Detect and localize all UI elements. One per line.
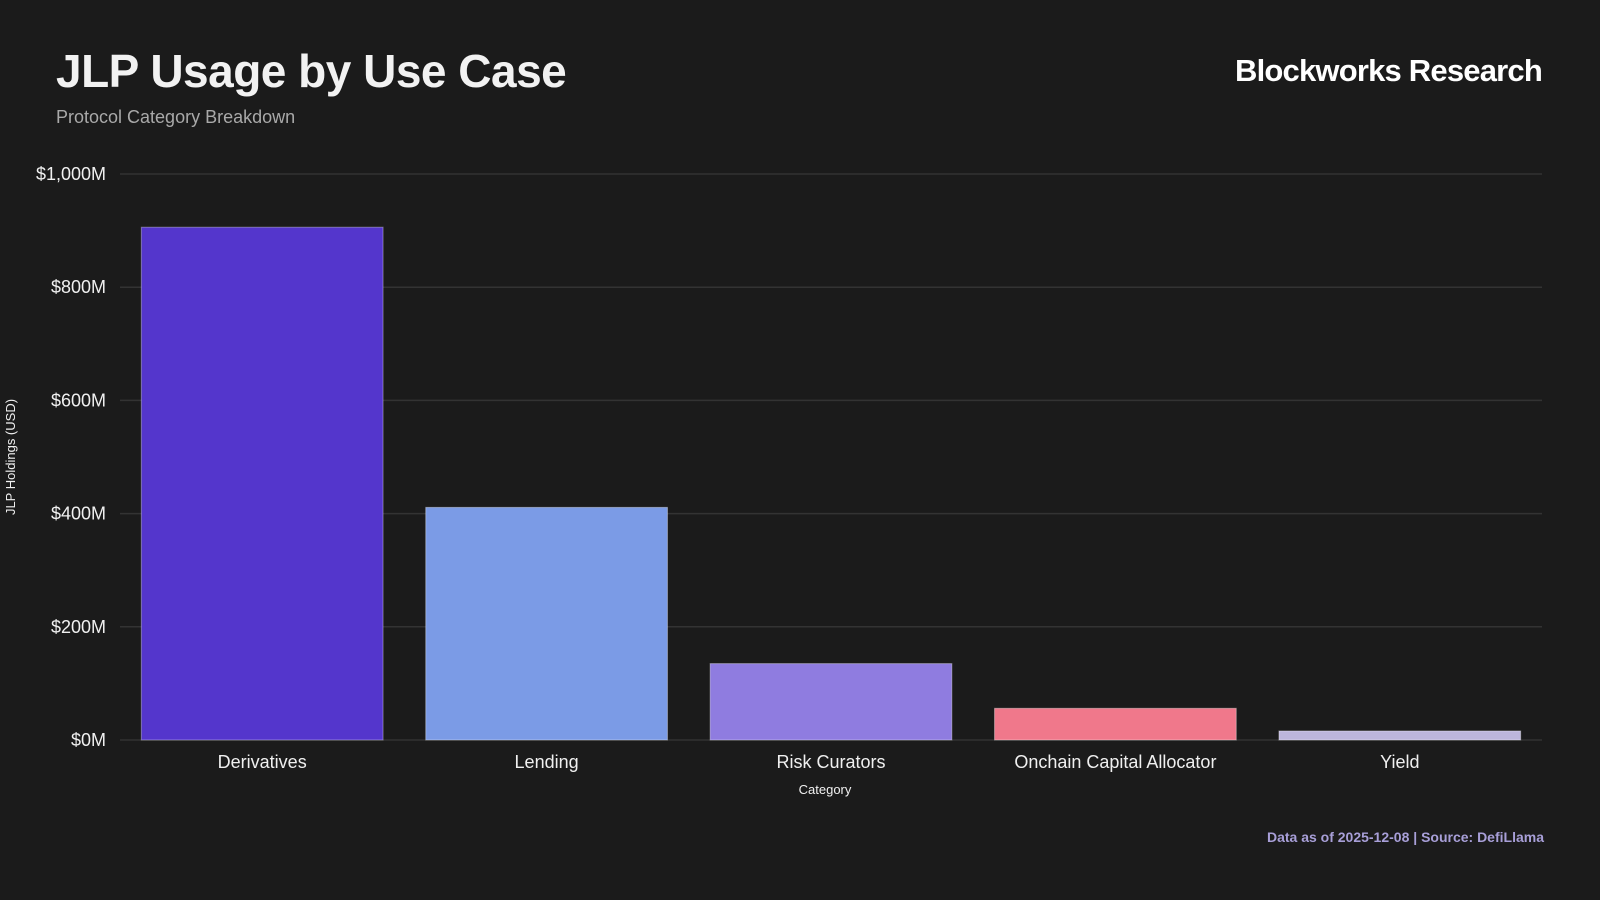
y-tick-label: $0M xyxy=(71,730,106,750)
y-tick-label: $400M xyxy=(51,504,106,524)
x-tick-label: Derivatives xyxy=(218,752,307,772)
chart-subtitle: Protocol Category Breakdown xyxy=(56,107,296,127)
y-axis-ticks: $0M $200M $400M $600M $800M $1,000M xyxy=(36,164,106,750)
x-axis-title: Category xyxy=(799,782,852,797)
y-tick-label: $1,000M xyxy=(36,164,106,184)
x-axis-ticks: Derivatives Lending Risk Curators Onchain C… xyxy=(218,752,1420,772)
x-tick-label: Risk Curators xyxy=(776,752,885,772)
y-axis-title: JLP Holdings (USD) xyxy=(3,399,18,515)
bar-risk-curators xyxy=(709,663,953,741)
bar-lending xyxy=(425,506,668,741)
y-tick-label: $600M xyxy=(51,390,106,410)
bars xyxy=(140,226,1522,741)
x-tick-label: Yield xyxy=(1380,752,1419,772)
bar-yield xyxy=(1278,730,1522,741)
bar-onchain-capital-allocator xyxy=(994,707,1237,741)
x-tick-label: Lending xyxy=(515,752,579,772)
bar-derivatives xyxy=(140,226,384,741)
x-tick-label: Onchain Capital Allocator xyxy=(1014,752,1216,772)
y-tick-label: $200M xyxy=(51,617,106,637)
brand-logo-text: Blockworks Research xyxy=(1234,53,1543,88)
y-tick-label: $800M xyxy=(51,277,106,297)
source-note: Data as of 2025-12-08 | Source: DefiLlam… xyxy=(1266,829,1544,845)
chart-title: JLP Usage by Use Case xyxy=(56,45,567,97)
